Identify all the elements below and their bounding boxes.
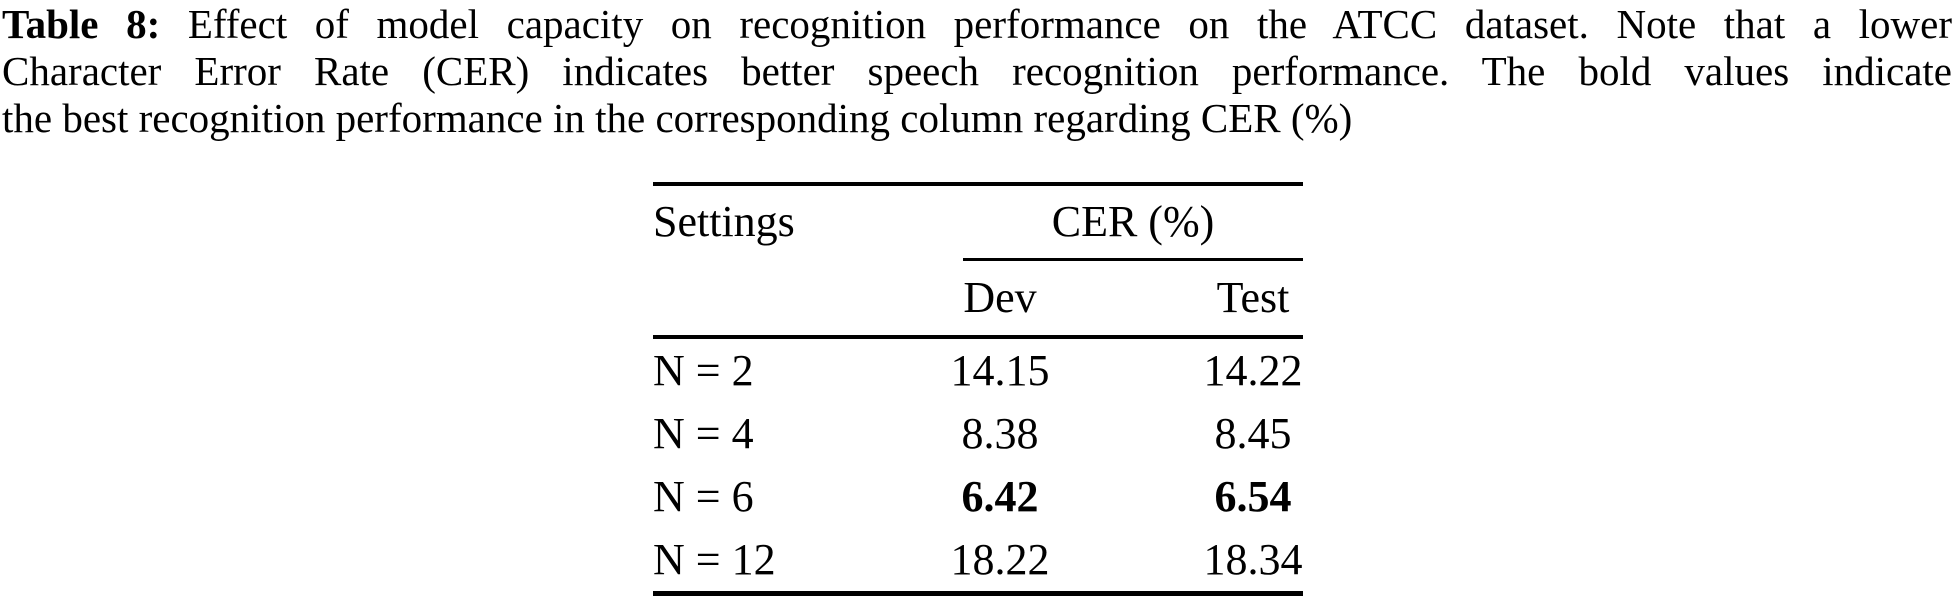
table-row: N = 6 6.42 6.54 xyxy=(653,465,1303,528)
table-subheader-row: Dev Test xyxy=(653,261,1303,335)
row-dev-value-best: 6.42 xyxy=(961,471,1039,521)
results-table: Settings CER (%) Dev Test N = 2 14.15 14… xyxy=(653,182,1303,596)
row-test-value-best: 6.54 xyxy=(1214,471,1292,521)
header-test: Test xyxy=(1216,273,1290,322)
row-setting: N = 12 xyxy=(653,534,776,584)
table-row: N = 4 8.38 8.45 xyxy=(653,402,1303,465)
header-dev: Dev xyxy=(963,273,1037,322)
caption-line-1: Table 8: Effect of model capacity on rec… xyxy=(2,1,1952,48)
table-row: N = 12 18.22 18.34 xyxy=(653,528,1303,591)
caption-table-label: Table 8: xyxy=(2,1,161,47)
row-dev-value: 14.15 xyxy=(950,345,1050,395)
table-header-group-row: Settings CER (%) xyxy=(653,186,1303,258)
caption-line-3: the best recognition performance in the … xyxy=(2,95,1353,141)
row-setting: N = 6 xyxy=(653,471,754,521)
row-setting: N = 4 xyxy=(653,408,754,458)
row-test-value: 18.34 xyxy=(1203,534,1303,584)
row-setting: N = 2 xyxy=(653,345,754,395)
header-settings: Settings xyxy=(653,197,795,246)
row-test-value: 14.22 xyxy=(1203,345,1303,395)
row-dev-value: 8.38 xyxy=(961,408,1039,458)
table-row: N = 2 14.15 14.22 xyxy=(653,339,1303,402)
caption-line-2: Character Error Rate (CER) indicates bet… xyxy=(2,48,1952,94)
caption-line-1-text: Effect of model capacity on recognition … xyxy=(187,1,1952,47)
table-caption: Table 8: Effect of model capacity on rec… xyxy=(2,1,1952,142)
row-dev-value: 18.22 xyxy=(950,534,1050,584)
row-test-value: 8.45 xyxy=(1214,408,1292,458)
table-cmid-rule xyxy=(963,258,1303,261)
table-top-rule xyxy=(653,182,1303,186)
header-cer-group: CER (%) xyxy=(1051,197,1215,246)
table-header-rule xyxy=(653,335,1303,339)
table-bottom-rule xyxy=(653,591,1303,596)
